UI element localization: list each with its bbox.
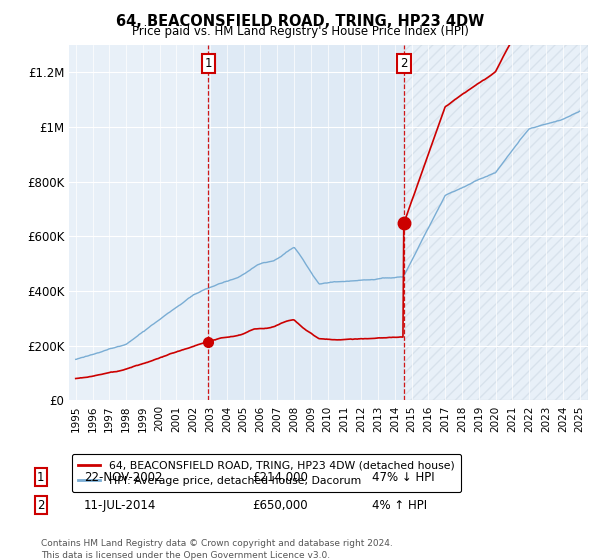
Bar [404, 45, 588, 400]
Text: £214,000: £214,000 [252, 470, 308, 484]
Text: 4% ↑ HPI: 4% ↑ HPI [372, 498, 427, 512]
Text: 1: 1 [37, 470, 44, 484]
Text: 11-JUL-2014: 11-JUL-2014 [84, 498, 157, 512]
Text: Contains HM Land Registry data © Crown copyright and database right 2024.
This d: Contains HM Land Registry data © Crown c… [41, 539, 392, 559]
Text: 64, BEACONSFIELD ROAD, TRING, HP23 4DW: 64, BEACONSFIELD ROAD, TRING, HP23 4DW [116, 14, 484, 29]
Legend: 64, BEACONSFIELD ROAD, TRING, HP23 4DW (detached house), HPI: Average price, det: 64, BEACONSFIELD ROAD, TRING, HP23 4DW (… [72, 454, 461, 492]
Text: 2: 2 [37, 498, 44, 512]
Text: 1: 1 [205, 58, 212, 71]
Text: Price paid vs. HM Land Registry's House Price Index (HPI): Price paid vs. HM Land Registry's House … [131, 25, 469, 38]
Bar [208, 45, 404, 400]
Text: 2: 2 [400, 58, 408, 71]
Text: 47% ↓ HPI: 47% ↓ HPI [372, 470, 434, 484]
Text: £650,000: £650,000 [252, 498, 308, 512]
Text: 22-NOV-2002: 22-NOV-2002 [84, 470, 163, 484]
